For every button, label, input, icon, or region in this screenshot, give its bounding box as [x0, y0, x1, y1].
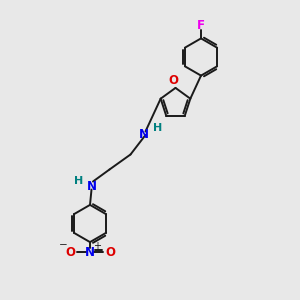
Text: O: O — [65, 245, 75, 259]
Text: N: N — [86, 179, 97, 193]
Text: O: O — [168, 74, 178, 87]
Text: N: N — [85, 245, 95, 259]
Text: N: N — [139, 128, 149, 142]
Text: O: O — [105, 245, 115, 259]
Text: H: H — [154, 123, 163, 134]
Text: F: F — [197, 19, 205, 32]
Text: +: + — [93, 241, 101, 251]
Text: H: H — [74, 176, 83, 186]
Text: −: − — [58, 240, 68, 250]
